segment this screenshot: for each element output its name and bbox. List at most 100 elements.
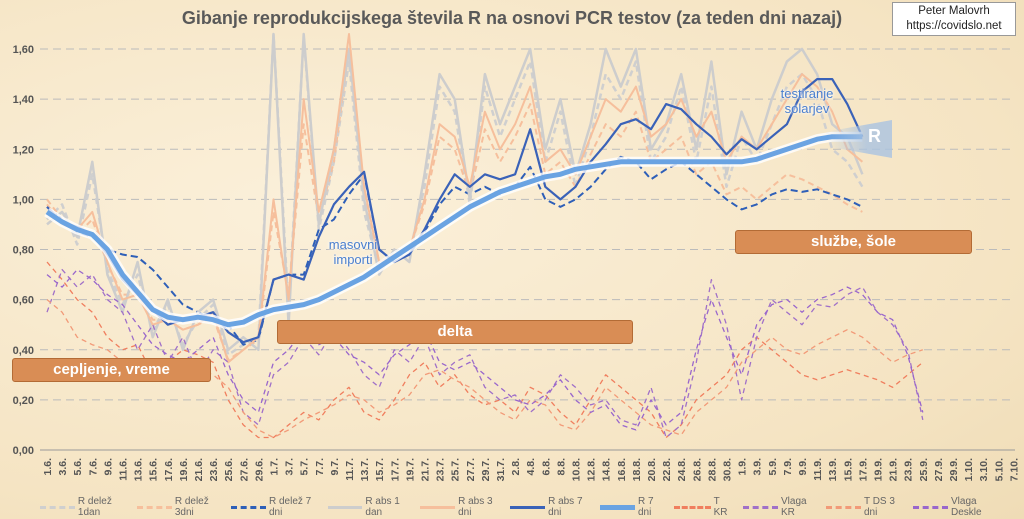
- x-tick-label: 11.6.: [118, 458, 130, 481]
- x-tick-label: 27.9.: [933, 458, 945, 481]
- legend-label: R abs 7 dni: [548, 496, 583, 518]
- series-line-r-abs-1-dan: [46, 32, 864, 352]
- x-tick-label: 9.9.: [797, 458, 809, 476]
- x-tick-label: 25.7.: [450, 458, 462, 481]
- x-tick-label: 25.6.: [223, 458, 235, 481]
- legend-label: T KR: [713, 496, 728, 518]
- legend-item: T KR: [674, 496, 733, 518]
- x-tick-label: 28.8.: [706, 458, 718, 481]
- series-line-vlaga-deskle: [46, 268, 924, 431]
- x-tick-label: 3.9.: [752, 458, 764, 476]
- legend-item: R delež 1dan: [40, 496, 127, 518]
- x-tick-label: 1.7.: [269, 458, 281, 476]
- x-tick-label: 19.7.: [404, 458, 416, 481]
- credit-name: Peter Malovrh: [918, 5, 990, 17]
- x-tick-label: 29.7.: [480, 458, 492, 481]
- legend-label: Vlaga KR: [781, 496, 807, 518]
- legend-label: R delež 3dni: [174, 496, 209, 518]
- x-tick-label: 5.6.: [72, 458, 84, 476]
- x-tick-label: 13.7.: [359, 458, 371, 481]
- x-tick-label: 27.6.: [238, 458, 250, 481]
- y-tick-label: 0,60: [13, 295, 34, 307]
- x-tick-label: 16.8.: [616, 458, 628, 481]
- legend-swatch: [913, 505, 948, 509]
- legend-label: R abs 1 dan: [365, 496, 400, 518]
- x-tick-label: 7.9.: [782, 458, 794, 476]
- annotation-vaccination: cepljenje, vreme: [12, 358, 211, 382]
- annotation-delta: delta: [277, 320, 633, 344]
- x-tick-label: 25.9.: [918, 458, 930, 481]
- series-line-r-dele-3dni: [46, 48, 863, 361]
- y-tick-label: 0,80: [13, 245, 34, 257]
- x-tick-label: 23.9.: [903, 458, 915, 481]
- x-tick-label: 7.6.: [87, 458, 99, 476]
- x-tick-label: 7.10.: [1008, 458, 1020, 481]
- x-tick-label: 7.7.: [314, 458, 326, 476]
- x-tick-label: 31.7.: [495, 458, 507, 481]
- y-tick-label: 1,40: [13, 94, 34, 106]
- credit-url[interactable]: https://covidslo.net: [906, 20, 1002, 32]
- x-tick-label: 17.9.: [857, 458, 869, 481]
- legend-swatch: [600, 504, 635, 510]
- legend-swatch: [40, 505, 75, 509]
- x-tick-label: 29.6.: [253, 458, 265, 481]
- x-tick-label: 12.8.: [586, 458, 598, 481]
- chart-title: Gibanje reprodukcijskega števila R na os…: [181, 8, 843, 28]
- legend: R delež 1dan R delež 3dni R delež 7 dni R a…: [40, 496, 1000, 518]
- x-tick-label: 1.6.: [42, 458, 54, 476]
- legend-swatch: [743, 505, 778, 509]
- x-tick-label: 27.7.: [465, 458, 477, 481]
- x-tick-label: 5.10.: [993, 458, 1005, 481]
- series-line-vlaga-kr: [46, 268, 924, 439]
- x-tick-label: 18.8.: [631, 458, 643, 481]
- x-tick-label: 2.8.: [510, 458, 522, 476]
- y-tick-label: 1,00: [13, 194, 34, 206]
- legend-label: Vlaga Deskle: [951, 496, 982, 518]
- credit-box: Peter Malovrh https://covidslo.net: [892, 2, 1016, 36]
- legend-swatch: [136, 505, 172, 509]
- legend-label: R abs 3 dni: [458, 496, 493, 518]
- annotation-solar: testiranje solarjev: [780, 86, 834, 116]
- x-tick-label: 17.7.: [389, 458, 401, 481]
- x-tick-label: 4.8.: [525, 458, 537, 476]
- legend-swatch: [327, 505, 363, 509]
- legend-item: R delež 3dni: [136, 496, 221, 518]
- x-tick-label: 9.6.: [102, 458, 114, 476]
- x-tick-label: 15.9.: [842, 458, 854, 481]
- x-tick-label: 1.10.: [963, 458, 975, 481]
- legend-swatch: [420, 505, 456, 509]
- x-tick-label: 5.7.: [299, 458, 311, 476]
- y-tick-label: 1,60: [13, 44, 34, 56]
- legend-label: R 7 dni: [637, 496, 654, 518]
- x-tick-label: 21.9.: [888, 458, 900, 481]
- x-tick-label: 23.7.: [435, 458, 447, 481]
- y-tick-label: 1,20: [13, 144, 34, 156]
- x-tick-label: 30.8.: [722, 458, 734, 481]
- x-tick-label: 13.9.: [827, 458, 839, 481]
- x-tick-label: 17.6.: [163, 458, 175, 481]
- y-tick-label: 0,40: [13, 345, 34, 357]
- series-line-r-dele-1dan: [46, 32, 864, 357]
- x-tick-label: 3.6.: [57, 458, 69, 476]
- series-line-r-7-dni: [45, 134, 863, 328]
- x-tick-label: 20.8.: [646, 458, 658, 481]
- x-tick-label: 21.6.: [193, 458, 205, 481]
- legend-item: R 7 dni: [600, 496, 664, 518]
- x-tick-label: 15.6.: [148, 458, 160, 481]
- x-tick-label: 26.8.: [691, 458, 703, 481]
- x-tick-label: 11.9.: [812, 458, 824, 481]
- legend-label: T DS 3 dni: [863, 496, 895, 518]
- y-tick-label: 0,00: [13, 445, 34, 457]
- x-tick-label: 6.8.: [540, 458, 552, 476]
- x-tick-label: 10.8.: [571, 458, 583, 481]
- x-tick-label: 21.7.: [420, 458, 432, 481]
- legend-item: R delež 7 dni: [231, 496, 317, 518]
- legend-item: Vlaga Deskle: [913, 496, 1000, 518]
- x-tick-label: 23.6.: [208, 458, 220, 481]
- legend-item: Vlaga KR: [743, 496, 816, 518]
- legend-item: R abs 3 dni: [420, 496, 500, 518]
- x-tick-label: 8.8.: [555, 458, 567, 476]
- legend-item: R abs 1 dan: [327, 496, 411, 518]
